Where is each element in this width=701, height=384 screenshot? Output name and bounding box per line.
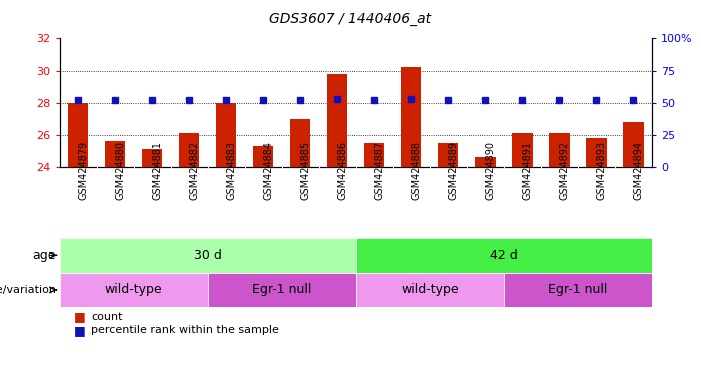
Bar [207,273,355,307]
Bar [60,238,355,273]
Text: 42 d: 42 d [490,249,518,262]
Text: wild-type: wild-type [105,283,163,296]
Bar [105,141,125,167]
Text: GSM424880: GSM424880 [115,141,125,200]
Bar [290,119,311,167]
Text: GSM424888: GSM424888 [411,141,421,200]
Text: GSM424886: GSM424886 [337,141,347,200]
Bar [401,67,421,167]
Bar [60,273,207,307]
Bar [623,122,644,167]
Text: GSM424882: GSM424882 [189,141,199,200]
Bar [179,133,199,167]
Text: age: age [32,249,56,262]
Bar [327,74,348,167]
Bar [504,273,652,307]
Bar [216,103,236,167]
Text: Egr-1 null: Egr-1 null [548,283,608,296]
Text: GSM424891: GSM424891 [522,141,532,200]
Text: GSM424879: GSM424879 [78,141,88,200]
Text: Egr-1 null: Egr-1 null [252,283,311,296]
Bar [549,133,569,167]
Bar [512,133,533,167]
Text: GSM424892: GSM424892 [559,141,569,200]
Bar [475,157,496,167]
Text: 30 d: 30 d [193,249,222,262]
Text: GSM424881: GSM424881 [152,141,162,200]
Bar [355,238,652,273]
Text: GDS3607 / 1440406_at: GDS3607 / 1440406_at [269,12,432,25]
Bar [355,273,504,307]
Text: GSM424894: GSM424894 [634,141,644,200]
Text: GSM424889: GSM424889 [449,141,458,200]
Text: percentile rank within the sample: percentile rank within the sample [91,325,279,335]
Bar [253,146,273,167]
Text: GSM424893: GSM424893 [597,141,606,200]
Text: count: count [91,312,123,322]
Text: ■: ■ [74,324,86,337]
Text: GSM424885: GSM424885 [300,141,311,200]
Bar [438,143,458,167]
Text: GSM424883: GSM424883 [226,141,236,200]
Text: GSM424887: GSM424887 [374,141,384,200]
Text: GSM424890: GSM424890 [485,141,496,200]
Text: GSM424884: GSM424884 [263,141,273,200]
Bar [586,138,606,167]
Text: ■: ■ [74,310,86,323]
Bar [364,143,384,167]
Bar [142,149,163,167]
Text: genotype/variation: genotype/variation [0,285,56,295]
Text: wild-type: wild-type [401,283,458,296]
Bar [68,103,88,167]
